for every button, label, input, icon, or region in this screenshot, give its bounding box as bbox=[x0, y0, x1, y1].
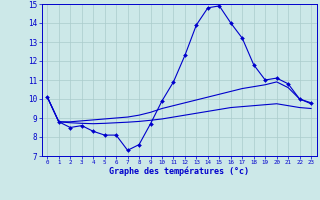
X-axis label: Graphe des températures (°c): Graphe des températures (°c) bbox=[109, 167, 249, 176]
